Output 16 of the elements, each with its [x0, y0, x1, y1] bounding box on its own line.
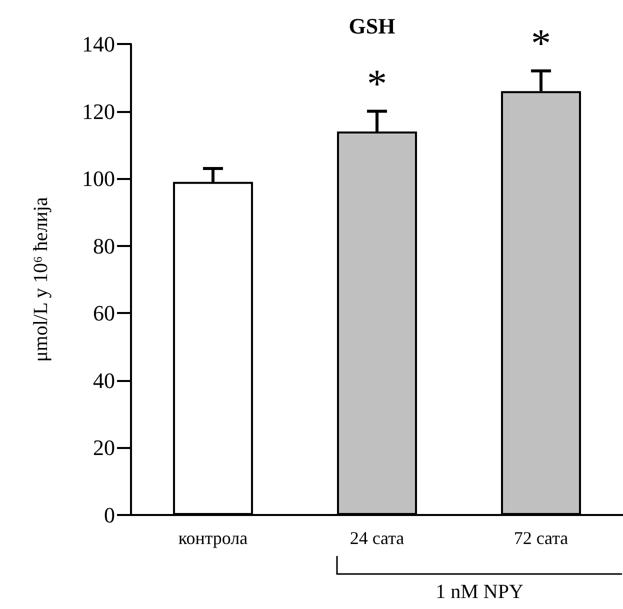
y-tick-label: 100: [82, 166, 115, 192]
y-tick-label: 140: [82, 32, 115, 56]
y-tick-label: 80: [93, 233, 115, 258]
x-tick-label: контрола: [178, 528, 248, 548]
y-axis-title: μmol/L у 10⁶ ћелија: [30, 196, 52, 362]
y-tick-label: 40: [93, 368, 115, 393]
text: 1 nM NPY: [436, 581, 524, 603]
y-tick-label: 20: [93, 435, 115, 460]
y-tick-label: 60: [93, 300, 115, 326]
y-tick-label: 120: [82, 98, 115, 124]
annotation: *: [531, 20, 551, 66]
x-tick-label: 72 сата: [514, 528, 568, 548]
y-tick-label: 0: [104, 502, 115, 528]
x-tick-label: 24 сата: [350, 528, 404, 548]
chart-title: GSH: [348, 14, 396, 38]
annotation: *: [367, 60, 387, 106]
